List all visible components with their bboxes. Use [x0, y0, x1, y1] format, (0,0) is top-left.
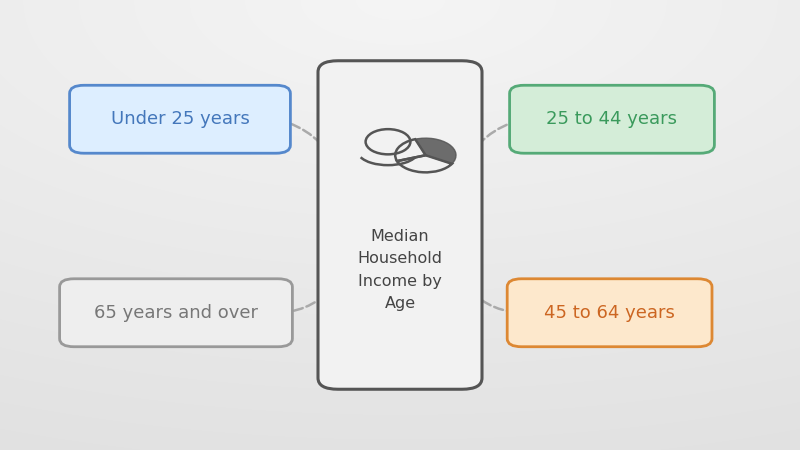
FancyArrowPatch shape: [278, 120, 337, 167]
FancyBboxPatch shape: [318, 61, 482, 389]
FancyArrowPatch shape: [463, 120, 522, 167]
Text: 25 to 44 years: 25 to 44 years: [546, 110, 678, 128]
FancyBboxPatch shape: [507, 279, 712, 346]
FancyBboxPatch shape: [70, 86, 290, 153]
FancyArrowPatch shape: [281, 282, 336, 313]
Text: Median
Household
Income by
Age: Median Household Income by Age: [358, 229, 442, 311]
Wedge shape: [415, 138, 456, 164]
Text: 45 to 64 years: 45 to 64 years: [544, 304, 675, 322]
Text: 65 years and over: 65 years and over: [94, 304, 258, 322]
FancyBboxPatch shape: [59, 279, 293, 346]
FancyArrowPatch shape: [464, 282, 519, 313]
FancyBboxPatch shape: [510, 86, 714, 153]
Text: Under 25 years: Under 25 years: [110, 110, 250, 128]
